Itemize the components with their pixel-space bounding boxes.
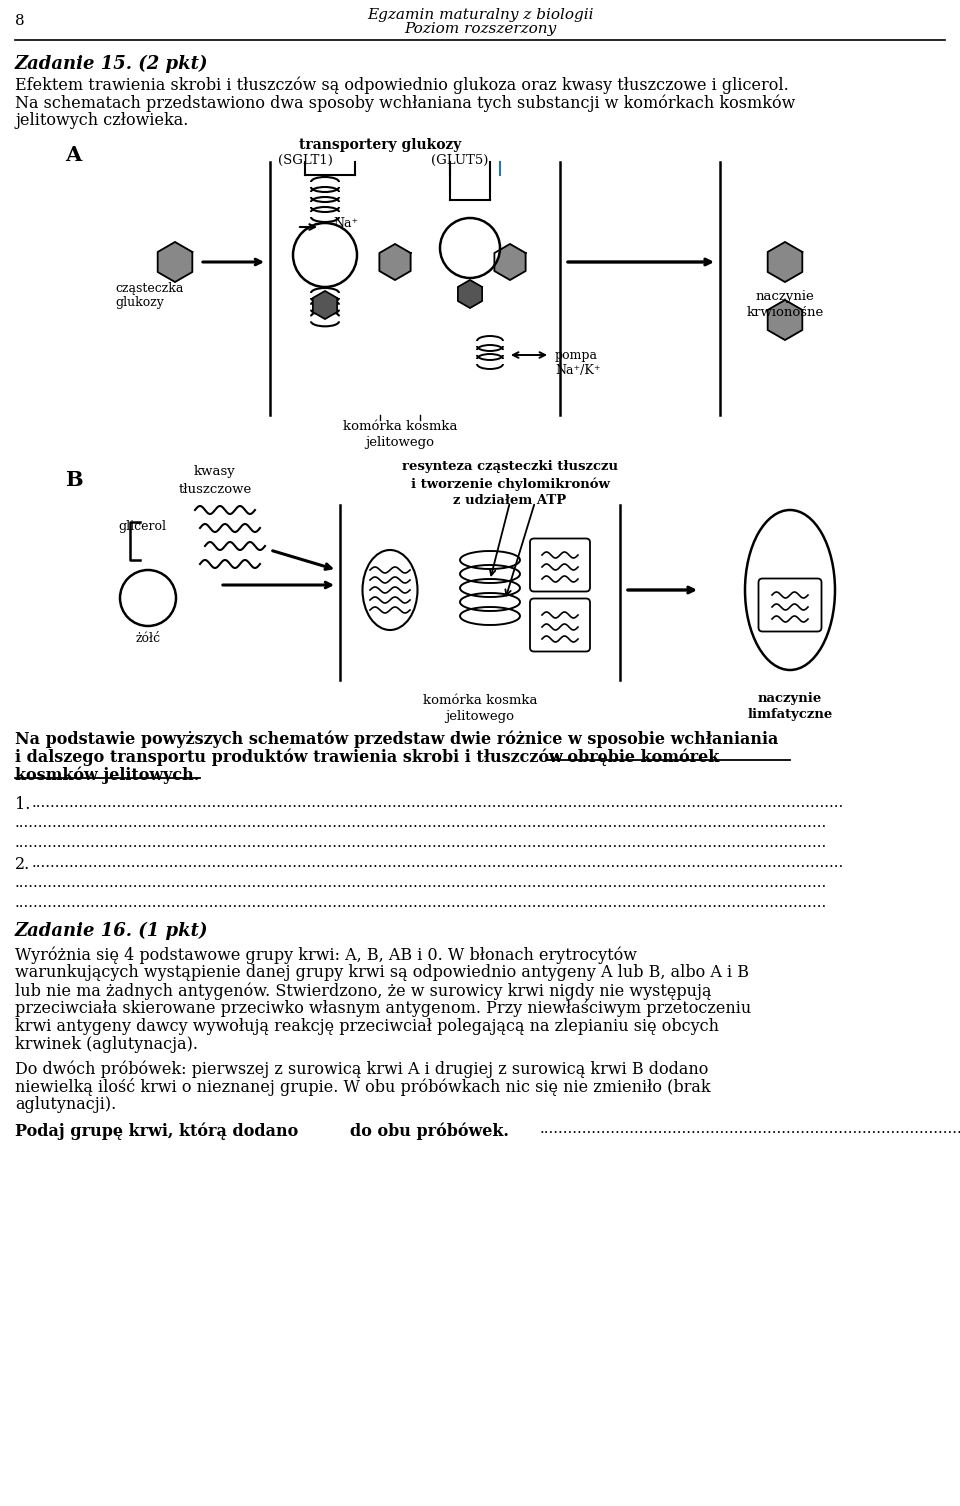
Text: krwinek (aglutynacja).: krwinek (aglutynacja).: [15, 1036, 198, 1053]
Polygon shape: [458, 280, 482, 309]
Text: transportery glukozy: transportery glukozy: [299, 139, 461, 152]
Text: Wyróżnia się 4 podstawowe grupy krwi: A, B, AB i 0. W błonach erytrocytów: Wyróżnia się 4 podstawowe grupy krwi: A,…: [15, 946, 637, 964]
Text: ................................................................................: ........................................…: [15, 876, 828, 890]
Circle shape: [293, 223, 357, 288]
Text: naczynie: naczynie: [756, 291, 814, 303]
Text: jelitowych człowieka.: jelitowych człowieka.: [15, 111, 188, 130]
Text: krwionośne: krwionośne: [746, 306, 824, 319]
Text: A: A: [65, 145, 82, 166]
FancyBboxPatch shape: [530, 598, 590, 652]
Text: limfatyczne: limfatyczne: [748, 708, 832, 721]
Text: Zadanie 16. (1 pkt): Zadanie 16. (1 pkt): [15, 922, 208, 940]
Text: tłuszczowe: tłuszczowe: [179, 483, 252, 495]
Text: Na⁺/K⁺: Na⁺/K⁺: [555, 364, 601, 376]
Ellipse shape: [363, 550, 418, 630]
Ellipse shape: [745, 511, 835, 670]
Text: ................................................................................: ........................................…: [15, 816, 828, 830]
Text: Na schematach przedstawiono dwa sposoby wchłaniana tych substancji w komórkach k: Na schematach przedstawiono dwa sposoby …: [15, 93, 796, 111]
Text: do obu próbówek.: do obu próbówek.: [350, 1122, 509, 1140]
Text: w obrębie komórek: w obrębie komórek: [548, 748, 719, 765]
Text: Na podstawie powyższych schematów przedstaw dwie różnice w sposobie wchłaniania: Na podstawie powyższych schematów przeds…: [15, 730, 779, 747]
Polygon shape: [157, 242, 192, 282]
Text: Na⁺: Na⁺: [333, 217, 358, 230]
Polygon shape: [494, 244, 525, 280]
Text: 1.: 1.: [15, 797, 31, 813]
Text: niewielką ilość krwi o nieznanej grupie. W obu próbówkach nic się nie zmieniło (: niewielką ilość krwi o nieznanej grupie.…: [15, 1078, 710, 1096]
Text: jelitowego: jelitowego: [366, 437, 435, 449]
Text: Podaj grupę krwi, którą dodano: Podaj grupę krwi, którą dodano: [15, 1122, 304, 1140]
Polygon shape: [768, 300, 803, 340]
Text: 2.: 2.: [15, 855, 31, 873]
Text: 8: 8: [15, 14, 25, 29]
Polygon shape: [379, 244, 411, 280]
Text: (SGLT1): (SGLT1): [277, 154, 332, 167]
Text: i tworzenie chylomikronów: i tworzenie chylomikronów: [411, 477, 610, 491]
Text: komórka kosmka: komórka kosmka: [422, 694, 538, 706]
Polygon shape: [313, 291, 337, 319]
Text: ................................................................................: ........................................…: [32, 797, 844, 810]
Text: Egzamin maturalny z biologii: Egzamin maturalny z biologii: [367, 8, 593, 23]
Text: warunkujących wystąpienie danej grupy krwi są odpowiednio antygeny A lub B, albo: warunkujących wystąpienie danej grupy kr…: [15, 964, 749, 980]
Polygon shape: [768, 242, 803, 282]
Text: resynteza cząsteczki tłuszczu: resynteza cząsteczki tłuszczu: [402, 459, 618, 473]
Text: Zadanie 15. (2 pkt): Zadanie 15. (2 pkt): [15, 56, 208, 74]
Text: żółć: żółć: [135, 633, 160, 645]
Text: z udziałem ATP: z udziałem ATP: [453, 494, 566, 508]
Text: ................................................................................: ........................................…: [540, 1122, 960, 1136]
FancyBboxPatch shape: [758, 578, 822, 631]
Text: kosmków jelitowych.: kosmków jelitowych.: [15, 767, 200, 783]
Text: przeciwciała skierowane przeciwko własnym antygenom. Przy niewłaściwym przetocze: przeciwciała skierowane przeciwko własny…: [15, 1000, 752, 1017]
Text: krwi antygeny dawcy wywołują reakcję przeciwciał polegającą na zlepianiu się obc: krwi antygeny dawcy wywołują reakcję prz…: [15, 1018, 719, 1035]
Text: glicerol: glicerol: [118, 520, 166, 533]
Text: Do dwóch próbówek: pierwszej z surowicą krwi A i drugiej z surowicą krwi B dodan: Do dwóch próbówek: pierwszej z surowicą …: [15, 1060, 708, 1077]
Text: cząsteczka: cząsteczka: [115, 282, 183, 295]
Text: aglutynacji).: aglutynacji).: [15, 1096, 116, 1113]
Text: ................................................................................: ........................................…: [15, 836, 828, 849]
Text: ................................................................................: ........................................…: [32, 855, 844, 870]
Circle shape: [440, 218, 500, 279]
FancyBboxPatch shape: [530, 539, 590, 592]
Text: i dalszego transportu produktów trawienia skrobi i tłuszczów: i dalszego transportu produktów trawieni…: [15, 748, 568, 765]
Circle shape: [120, 569, 176, 626]
Text: lub nie ma żadnych antygenów. Stwierdzono, że w surowicy krwi nigdy nie występuj: lub nie ma żadnych antygenów. Stwierdzon…: [15, 982, 711, 1000]
Text: Efektem trawienia skrobi i tłuszczów są odpowiednio glukoza oraz kwasy tłuszczow: Efektem trawienia skrobi i tłuszczów są …: [15, 75, 789, 93]
Text: B: B: [65, 470, 83, 489]
Text: naczynie: naczynie: [757, 691, 822, 705]
Text: Poziom rozszerzony: Poziom rozszerzony: [404, 23, 556, 36]
Text: kwasy: kwasy: [194, 465, 236, 477]
Text: pompa: pompa: [555, 349, 598, 361]
Text: komórka kosmka: komórka kosmka: [343, 420, 457, 434]
Text: glukozy: glukozy: [115, 297, 164, 309]
Text: (GLUT5): (GLUT5): [431, 154, 489, 167]
Text: ................................................................................: ........................................…: [15, 896, 828, 910]
Text: jelitowego: jelitowego: [445, 709, 515, 723]
